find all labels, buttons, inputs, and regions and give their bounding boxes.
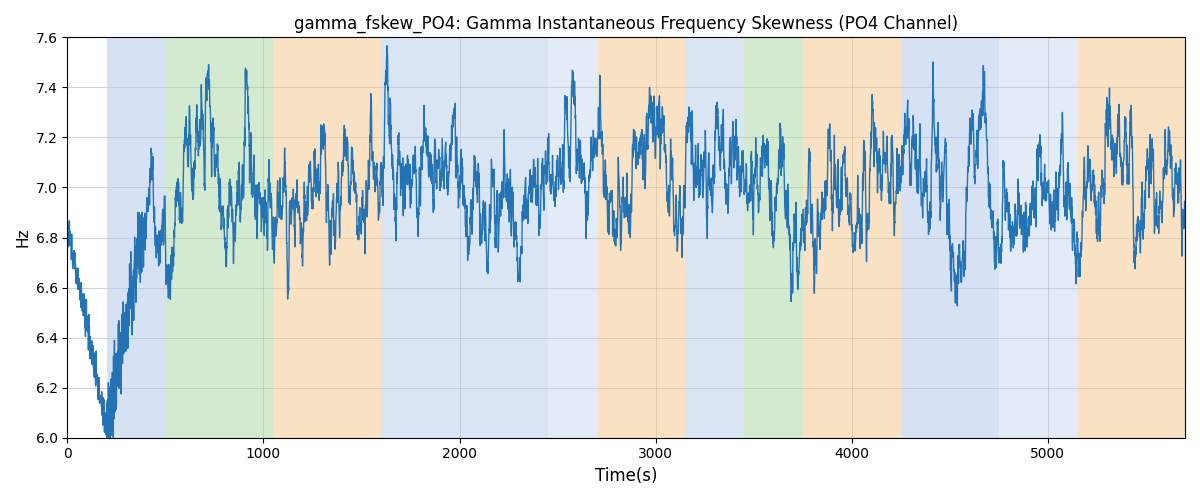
Bar: [382, 38, 547, 438]
Bar: [166, 38, 274, 438]
Bar: [901, 38, 998, 438]
Bar: [1078, 38, 1186, 438]
Bar: [998, 38, 1078, 438]
Bar: [685, 38, 744, 438]
Bar: [274, 38, 382, 438]
Title: gamma_fskew_PO4: Gamma Instantaneous Frequency Skewness (PO4 Channel): gamma_fskew_PO4: Gamma Instantaneous Fre…: [294, 15, 959, 34]
Bar: [596, 38, 685, 438]
Y-axis label: Hz: Hz: [16, 228, 30, 248]
X-axis label: Time(s): Time(s): [595, 467, 658, 485]
Bar: [107, 38, 166, 438]
Bar: [744, 38, 803, 438]
Bar: [803, 38, 901, 438]
Bar: [547, 38, 596, 438]
